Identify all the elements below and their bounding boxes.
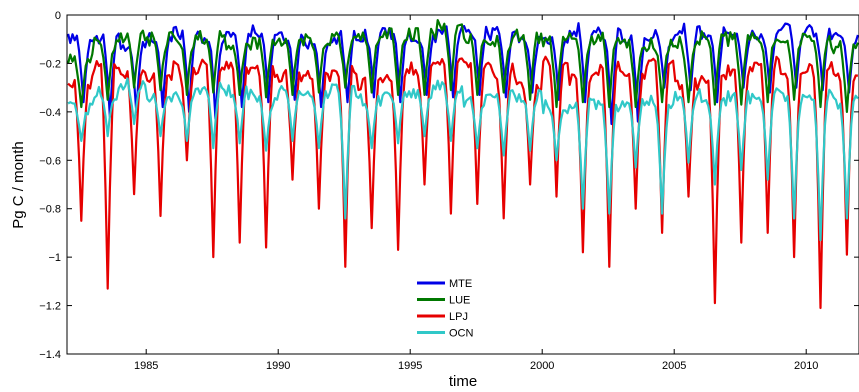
- legend-label-lpj: LPJ: [449, 311, 468, 323]
- x-tick-label: 1990: [266, 360, 290, 372]
- x-tick-label: 2010: [794, 360, 818, 372]
- y-tick-label: −1.4: [39, 349, 61, 361]
- legend-label-lue: LUE: [449, 295, 470, 307]
- axes: 1985 1990 1995 2000 2005 2010 0 −0.2 −0.4 −0.6 −0.…: [39, 10, 859, 372]
- y-tick-label: −0.2: [39, 58, 61, 70]
- y-tick-label: 0: [55, 10, 61, 22]
- axes-box: [66, 14, 859, 355]
- y-tick-label: −1.2: [39, 301, 61, 313]
- legend-label-mte: MTE: [449, 278, 472, 290]
- x-axis-label: time: [449, 373, 477, 390]
- legend-label-ocn: OCN: [449, 328, 474, 340]
- y-tick-label: −1: [48, 252, 61, 264]
- series-line-lpj: [67, 55, 858, 310]
- series-lines: [67, 19, 859, 310]
- x-tick-label: 1995: [398, 360, 422, 372]
- y-tick-label: −0.8: [39, 204, 61, 216]
- series-line-ocn: [67, 77, 859, 242]
- x-tick-label: 2005: [662, 360, 686, 372]
- series-line-lue: [67, 19, 859, 113]
- x-tick-label: 2000: [530, 360, 554, 372]
- legend: MTE LUE LPJ OCN: [415, 272, 477, 344]
- x-tick-label: 1985: [134, 360, 158, 372]
- y-tick-label: −0.6: [39, 155, 61, 167]
- y-axis-label: Pg C / month: [10, 141, 27, 229]
- y-tick-label: −0.4: [39, 107, 61, 119]
